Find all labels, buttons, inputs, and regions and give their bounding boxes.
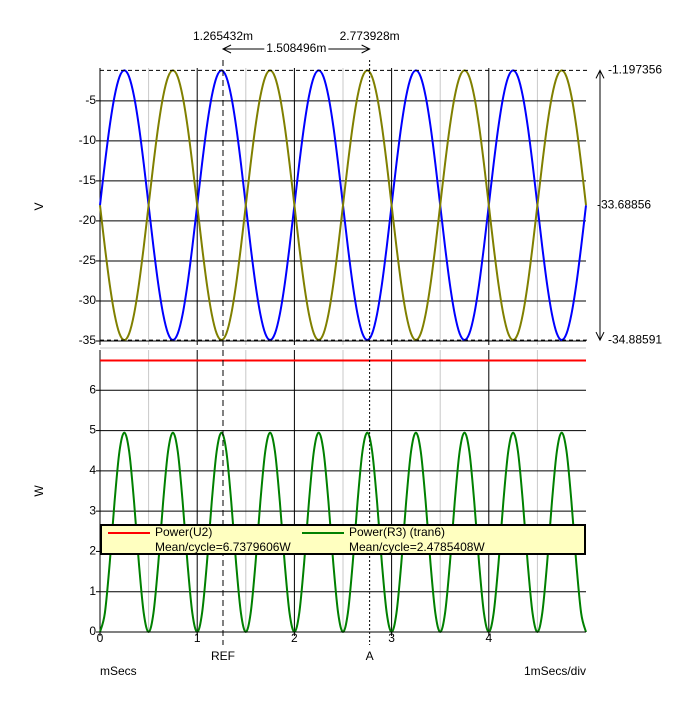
x-tick-label: 4 [485, 631, 492, 645]
y-tick-label: 2 [89, 544, 96, 558]
x-tick-label: 2 [291, 631, 298, 645]
arrow-head [595, 69, 605, 79]
legend-mean: Mean/cycle=6.7379606W [155, 540, 291, 554]
readout-label: -34.88591 [608, 332, 662, 346]
y-tick-label: 6 [89, 382, 96, 396]
cursor-readout: 2.773928m [340, 29, 400, 43]
legend-mean: Mean/cycle=2.4785408W [349, 540, 485, 554]
readout-label: -33.68856 [597, 197, 651, 211]
arrow-head [221, 44, 232, 54]
scale-label: 1mSecs/div [524, 664, 586, 678]
y-axis-label: W [32, 485, 46, 497]
arrow-head [595, 331, 605, 342]
x-tick-label: 0 [97, 631, 104, 645]
y-tick-label: -35 [79, 333, 97, 347]
y-tick-label: 4 [89, 463, 96, 477]
legend [100, 524, 586, 555]
legend-label: Power(R3) (tran6) [349, 525, 445, 539]
y-tick-label: -15 [79, 173, 97, 187]
x-axis-label: mSecs [100, 664, 137, 678]
cursor-label: A [366, 649, 374, 663]
y-tick-label: 0 [89, 624, 96, 638]
arrow-head [361, 44, 371, 54]
y-tick-label: 5 [89, 423, 96, 437]
cursor-delta-label: 1.508496m [266, 41, 326, 55]
label-background [264, 41, 329, 56]
y-tick-label: -20 [79, 213, 97, 227]
series-line [99, 69, 587, 342]
x-tick-label: 3 [388, 631, 395, 645]
y-tick-label: -30 [79, 293, 97, 307]
y-axis-label: V [32, 202, 46, 210]
y-tick-label: 3 [89, 503, 96, 517]
y-tick-label: -10 [79, 133, 97, 147]
y-tick-label: -5 [85, 93, 96, 107]
y-tick-label: -25 [79, 253, 97, 267]
cursor-label: REF [211, 649, 235, 663]
legend-label: Power(U2) [155, 525, 212, 539]
y-tick-label: 1 [89, 584, 96, 598]
readout-label: -1.197356 [608, 63, 662, 77]
x-tick-label: 1 [194, 631, 201, 645]
cursor-readout: 1.265432m [193, 29, 253, 43]
